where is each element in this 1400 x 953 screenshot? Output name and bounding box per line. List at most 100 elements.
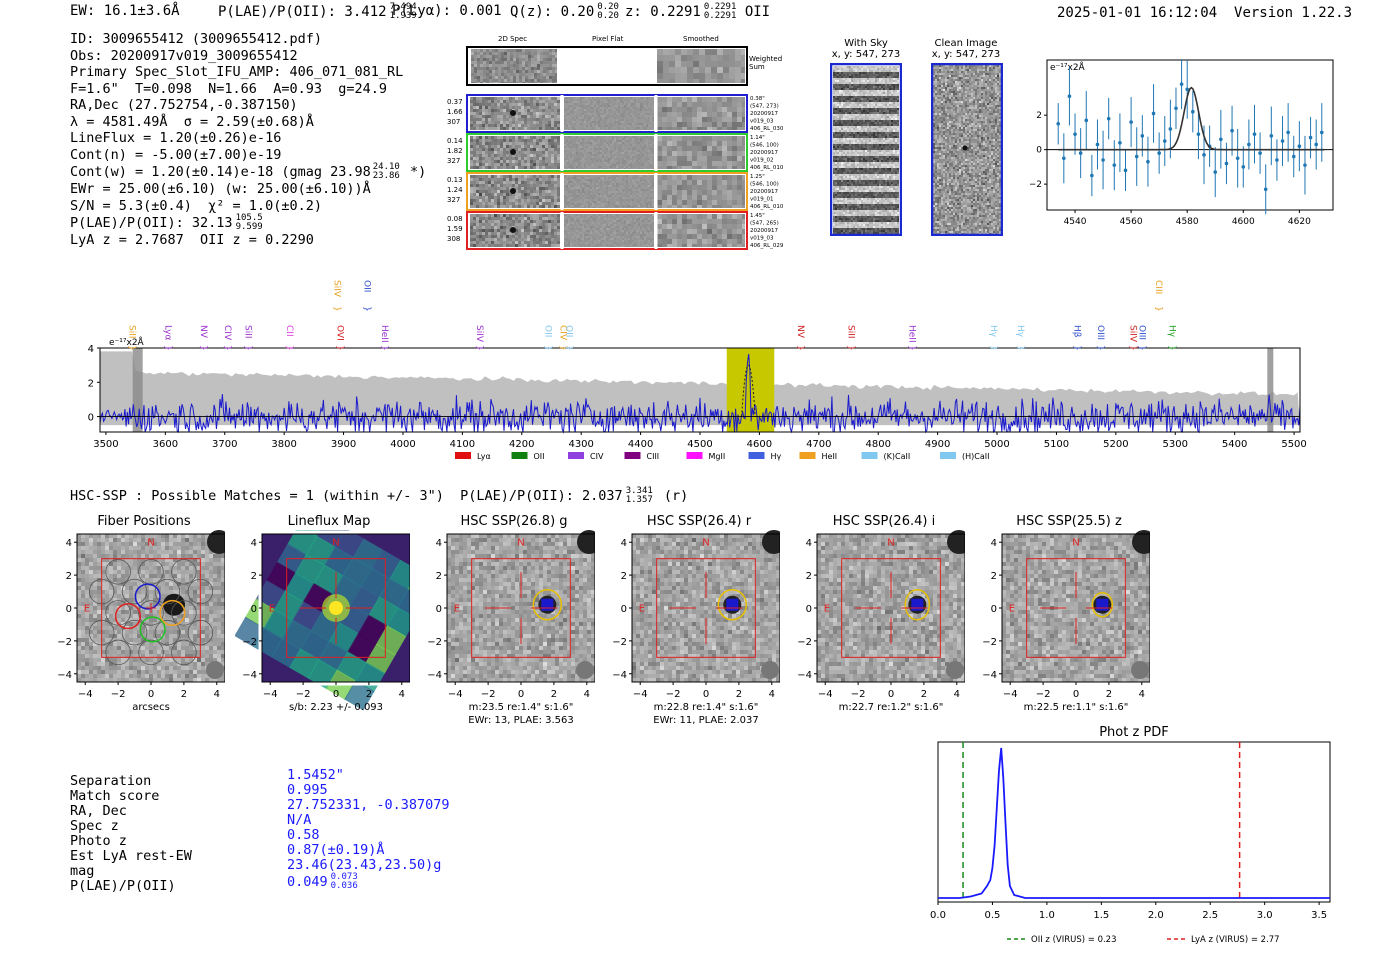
cutout-row-meta-right: 20200917 xyxy=(750,111,778,117)
spectrum-legend-swatch xyxy=(940,452,956,459)
match-value: 1.5452" xyxy=(287,767,344,783)
sky-fiber-gap xyxy=(833,108,899,114)
hsc-search-box xyxy=(656,558,756,658)
sky-fiber-band xyxy=(833,66,899,72)
spectrum-line-marker: Hγ} xyxy=(1015,325,1025,351)
cutout-row-meta-right: 406_RL_010 xyxy=(750,165,784,171)
cutout-pixel-flat xyxy=(564,175,654,208)
sky-fiber-gap xyxy=(833,84,899,90)
zoom-point xyxy=(1179,82,1184,86)
hsc-east-label: E xyxy=(84,603,90,614)
spectrum-line-marker: HeII} xyxy=(907,325,917,351)
spectrum-line-label: OII xyxy=(543,325,553,337)
spectrum-line-bracket: } xyxy=(563,345,573,351)
spectrum-line-label: OII xyxy=(361,280,371,292)
fiber-circle xyxy=(154,619,181,646)
info-id: ID: 3009655412 (3009655412.pdf) xyxy=(70,31,322,47)
fiber-circle xyxy=(154,578,181,605)
cutout-col-smooth: Smoothed xyxy=(683,35,719,43)
spectrum-legend-label: MgII xyxy=(709,452,726,461)
match-label: mag xyxy=(70,863,95,879)
zoom-point xyxy=(1157,151,1161,155)
spectrum-line-bracket: } xyxy=(846,345,856,351)
spectrum-line-bracket: } xyxy=(198,345,208,351)
hsc-north-label: N xyxy=(887,538,894,549)
info-lineflux: LineFlux = 1.20(±0.26)e-16 xyxy=(70,130,282,146)
sky-fiber-gap xyxy=(833,192,899,198)
hsc-ytick-label: −2 xyxy=(982,637,997,648)
hsc-caption: arcsecs xyxy=(132,702,170,713)
hsc-ytick-label: −2 xyxy=(797,637,812,648)
sky-fiber-band xyxy=(833,90,899,96)
photz-xtick-label: 1.0 xyxy=(1039,910,1055,921)
spectrum-line-label: OVI xyxy=(335,325,345,341)
spectrum-error-band xyxy=(100,351,1300,426)
spectrum-line-bracket: } xyxy=(557,345,567,351)
hsc-corner-source xyxy=(762,530,780,554)
zoom-point xyxy=(1174,106,1178,111)
sky-clean-title: Clean Image x, y: 547, 273 xyxy=(931,38,1001,60)
spectrum-xtick-label: 5000 xyxy=(984,439,1009,450)
hsc-search-box xyxy=(101,558,201,658)
hsc-panel-image: N E 4 2 0 −2 −4 −4 −2 0 2 4 m:22.5 re:1.1" s:1.6" xyxy=(982,530,1150,713)
hsc-panel-title: HSC SSP(25.5) z xyxy=(1016,514,1122,529)
spectrum-line-label: SiII xyxy=(846,325,856,339)
hsc-ytick-label: 0 xyxy=(436,604,442,615)
hsc-xtick-label: 0 xyxy=(518,689,524,700)
zoom-point xyxy=(1252,132,1257,136)
zoom-point xyxy=(1191,109,1195,114)
cutout-row-meta-left: 1.59 xyxy=(447,225,463,233)
hsc-ytick-label: −4 xyxy=(427,670,442,681)
hsc-ytick-label: 2 xyxy=(806,571,812,582)
zoom-ytick-label: 2 xyxy=(1036,111,1042,121)
photz-xtick-label: 3.0 xyxy=(1257,910,1273,921)
match-label: P(LAE)/P(OII) xyxy=(70,878,176,894)
zoom-xtick-label: 4540 xyxy=(1064,217,1087,227)
spectrum-xtick-label: 4900 xyxy=(925,439,950,450)
hsc-corner-source xyxy=(761,661,779,679)
zoom-point xyxy=(1067,94,1072,99)
zoom-point xyxy=(1185,87,1189,92)
hsc-north-label: N xyxy=(517,538,524,549)
spectrum-xtick-label: 5300 xyxy=(1163,439,1188,450)
sky-clean-frame xyxy=(931,63,1003,236)
hsc-xtick-label: 0 xyxy=(333,689,339,700)
spectrum-line-label: OIII xyxy=(1137,325,1147,340)
cutout-row-meta-right: v019_02 xyxy=(750,158,774,164)
hsc-east-label: E xyxy=(454,603,460,614)
spectrum-line-bracket: } xyxy=(361,306,371,312)
spectrum-line-label: OIII xyxy=(1095,325,1105,340)
spectrum-line-marker: OII} xyxy=(563,325,573,351)
spectrum-line-label: NV xyxy=(795,325,805,339)
cutout-row-meta-left: 308 xyxy=(447,235,460,243)
info-fiber: F=1.6" T=0.098 N=1.66 A=0.93 g=24.9 xyxy=(70,80,387,97)
lineflux-cell xyxy=(344,680,375,711)
match-value: 0.049 0.073 0.036 xyxy=(287,872,358,891)
spectrum-xtick-label: 4000 xyxy=(390,439,415,450)
spectrum-line-marker: CIV} xyxy=(557,325,567,351)
spectrum-line-bracket: } xyxy=(988,345,998,351)
spectrum-line-marker: HeII} xyxy=(379,325,389,351)
spectrum-xtick-label: 3700 xyxy=(212,439,237,450)
spectrum-line-bracket: } xyxy=(907,345,917,351)
hsc-aperture-ellipse xyxy=(1091,591,1114,618)
zoom-point xyxy=(1073,132,1077,136)
sky-fiber-band xyxy=(833,198,899,204)
hsc-xtick-label: 4 xyxy=(399,689,405,700)
hsc-noise xyxy=(1002,534,1150,682)
sky-fiber-band xyxy=(833,150,899,156)
zoom-point xyxy=(1297,144,1302,149)
spectrum-xtick-label: 4500 xyxy=(687,439,712,450)
zoom-point xyxy=(1224,161,1229,166)
fiber-circle xyxy=(138,600,164,626)
info-contn: Cont(n) = -5.00(±7.00)e-19 xyxy=(70,146,282,163)
zoom-xtick-label: 4600 xyxy=(1232,217,1255,227)
sky-fiber-gap xyxy=(833,204,899,210)
hsc-ytick-label: −4 xyxy=(612,670,627,681)
hsc-xtick-label: 2 xyxy=(921,689,927,700)
cutout-source-spot xyxy=(510,188,516,194)
sky-fiber-gap xyxy=(833,120,899,126)
match-label: Match score xyxy=(70,788,160,804)
hsc-target-core xyxy=(1096,598,1109,611)
cutout-pixel-flat xyxy=(564,136,654,169)
